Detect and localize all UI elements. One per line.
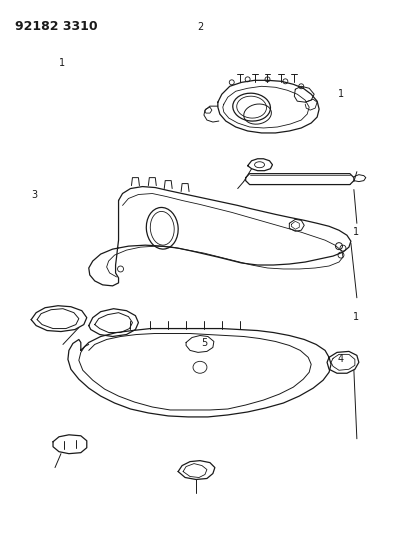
Text: 1: 1: [353, 227, 360, 237]
Text: 1: 1: [353, 312, 360, 322]
Text: 4: 4: [338, 354, 344, 364]
Text: 5: 5: [201, 338, 208, 348]
Text: 3: 3: [31, 190, 38, 200]
Text: 2: 2: [197, 22, 204, 33]
Text: 1: 1: [59, 58, 65, 68]
Text: 92182 3310: 92182 3310: [15, 20, 98, 33]
Text: 1: 1: [338, 90, 344, 100]
